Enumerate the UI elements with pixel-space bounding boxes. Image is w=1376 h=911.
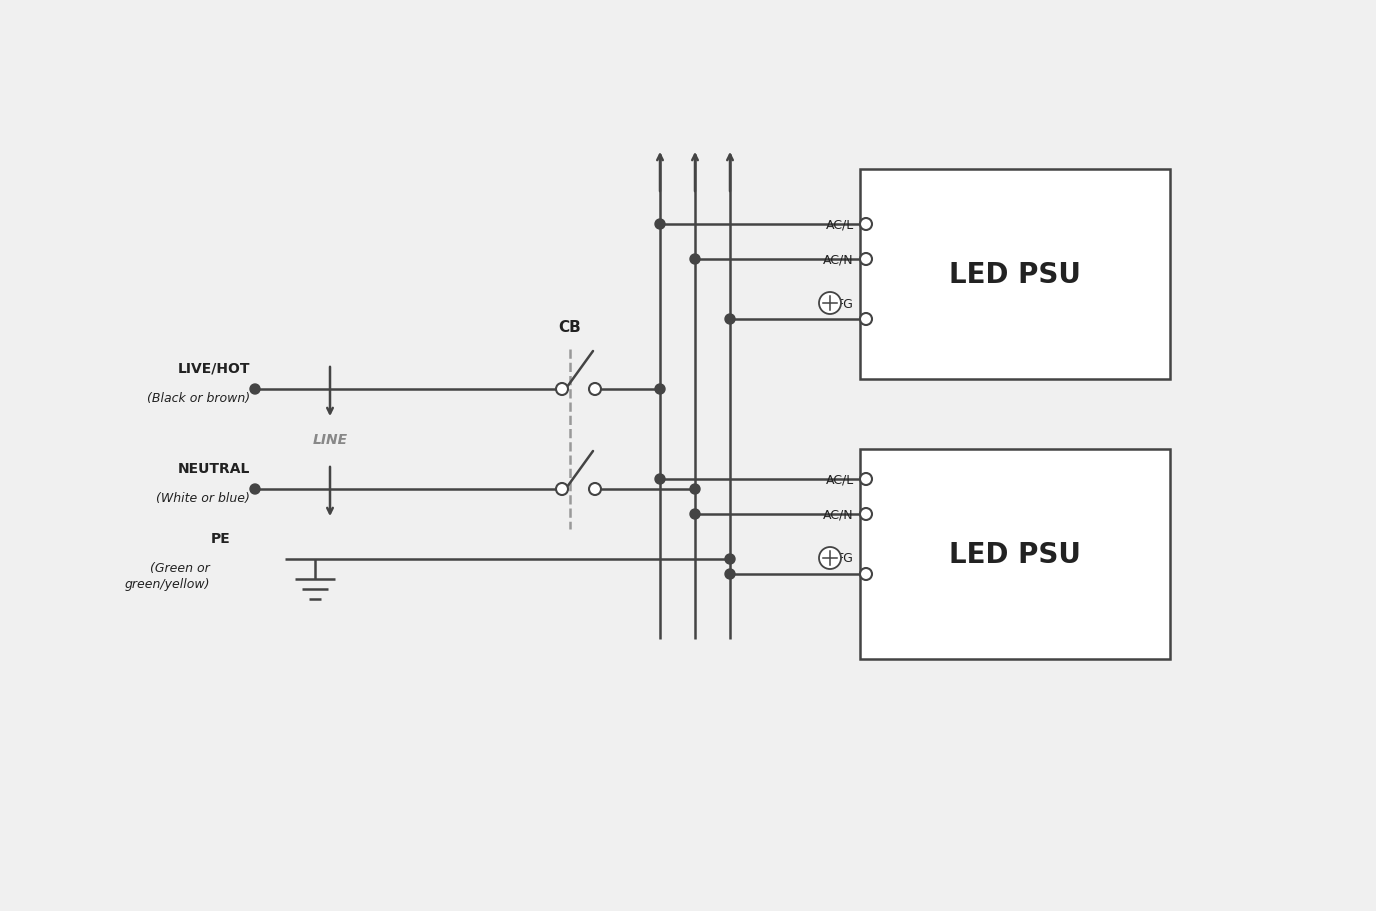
Text: FG: FG (837, 552, 854, 565)
Text: FG: FG (837, 297, 854, 310)
Circle shape (860, 254, 872, 266)
Text: PE: PE (211, 531, 230, 546)
Text: LED PSU: LED PSU (949, 261, 1082, 289)
Circle shape (860, 219, 872, 230)
Text: green/yellow): green/yellow) (124, 578, 211, 590)
Circle shape (819, 292, 841, 314)
Text: CB: CB (559, 320, 582, 334)
Text: LIVE/HOT: LIVE/HOT (178, 362, 250, 375)
Circle shape (556, 384, 568, 395)
Text: NEUTRAL: NEUTRAL (178, 462, 250, 476)
Bar (860, 449, 1170, 660)
Text: AC/N: AC/N (823, 508, 854, 521)
Circle shape (689, 255, 700, 265)
Circle shape (725, 569, 735, 579)
Bar (860, 169, 1170, 380)
Circle shape (655, 384, 665, 394)
Text: (Black or brown): (Black or brown) (147, 392, 250, 404)
Text: (White or blue): (White or blue) (155, 491, 250, 505)
Circle shape (860, 568, 872, 580)
Circle shape (556, 484, 568, 496)
Text: AC/L: AC/L (826, 219, 854, 231)
Circle shape (819, 548, 841, 569)
Circle shape (860, 313, 872, 325)
Circle shape (250, 384, 260, 394)
Circle shape (655, 475, 665, 485)
Circle shape (689, 509, 700, 519)
Circle shape (250, 485, 260, 495)
Circle shape (725, 314, 735, 324)
Text: AC/L: AC/L (826, 473, 854, 486)
Circle shape (655, 220, 665, 230)
Text: (Green or: (Green or (150, 561, 211, 574)
Circle shape (589, 484, 601, 496)
Circle shape (725, 555, 735, 565)
Circle shape (860, 474, 872, 486)
Circle shape (589, 384, 601, 395)
Text: LINE: LINE (312, 433, 348, 446)
Text: AC/N: AC/N (823, 253, 854, 266)
Text: LED PSU: LED PSU (949, 540, 1082, 568)
Circle shape (860, 508, 872, 520)
Circle shape (689, 485, 700, 495)
